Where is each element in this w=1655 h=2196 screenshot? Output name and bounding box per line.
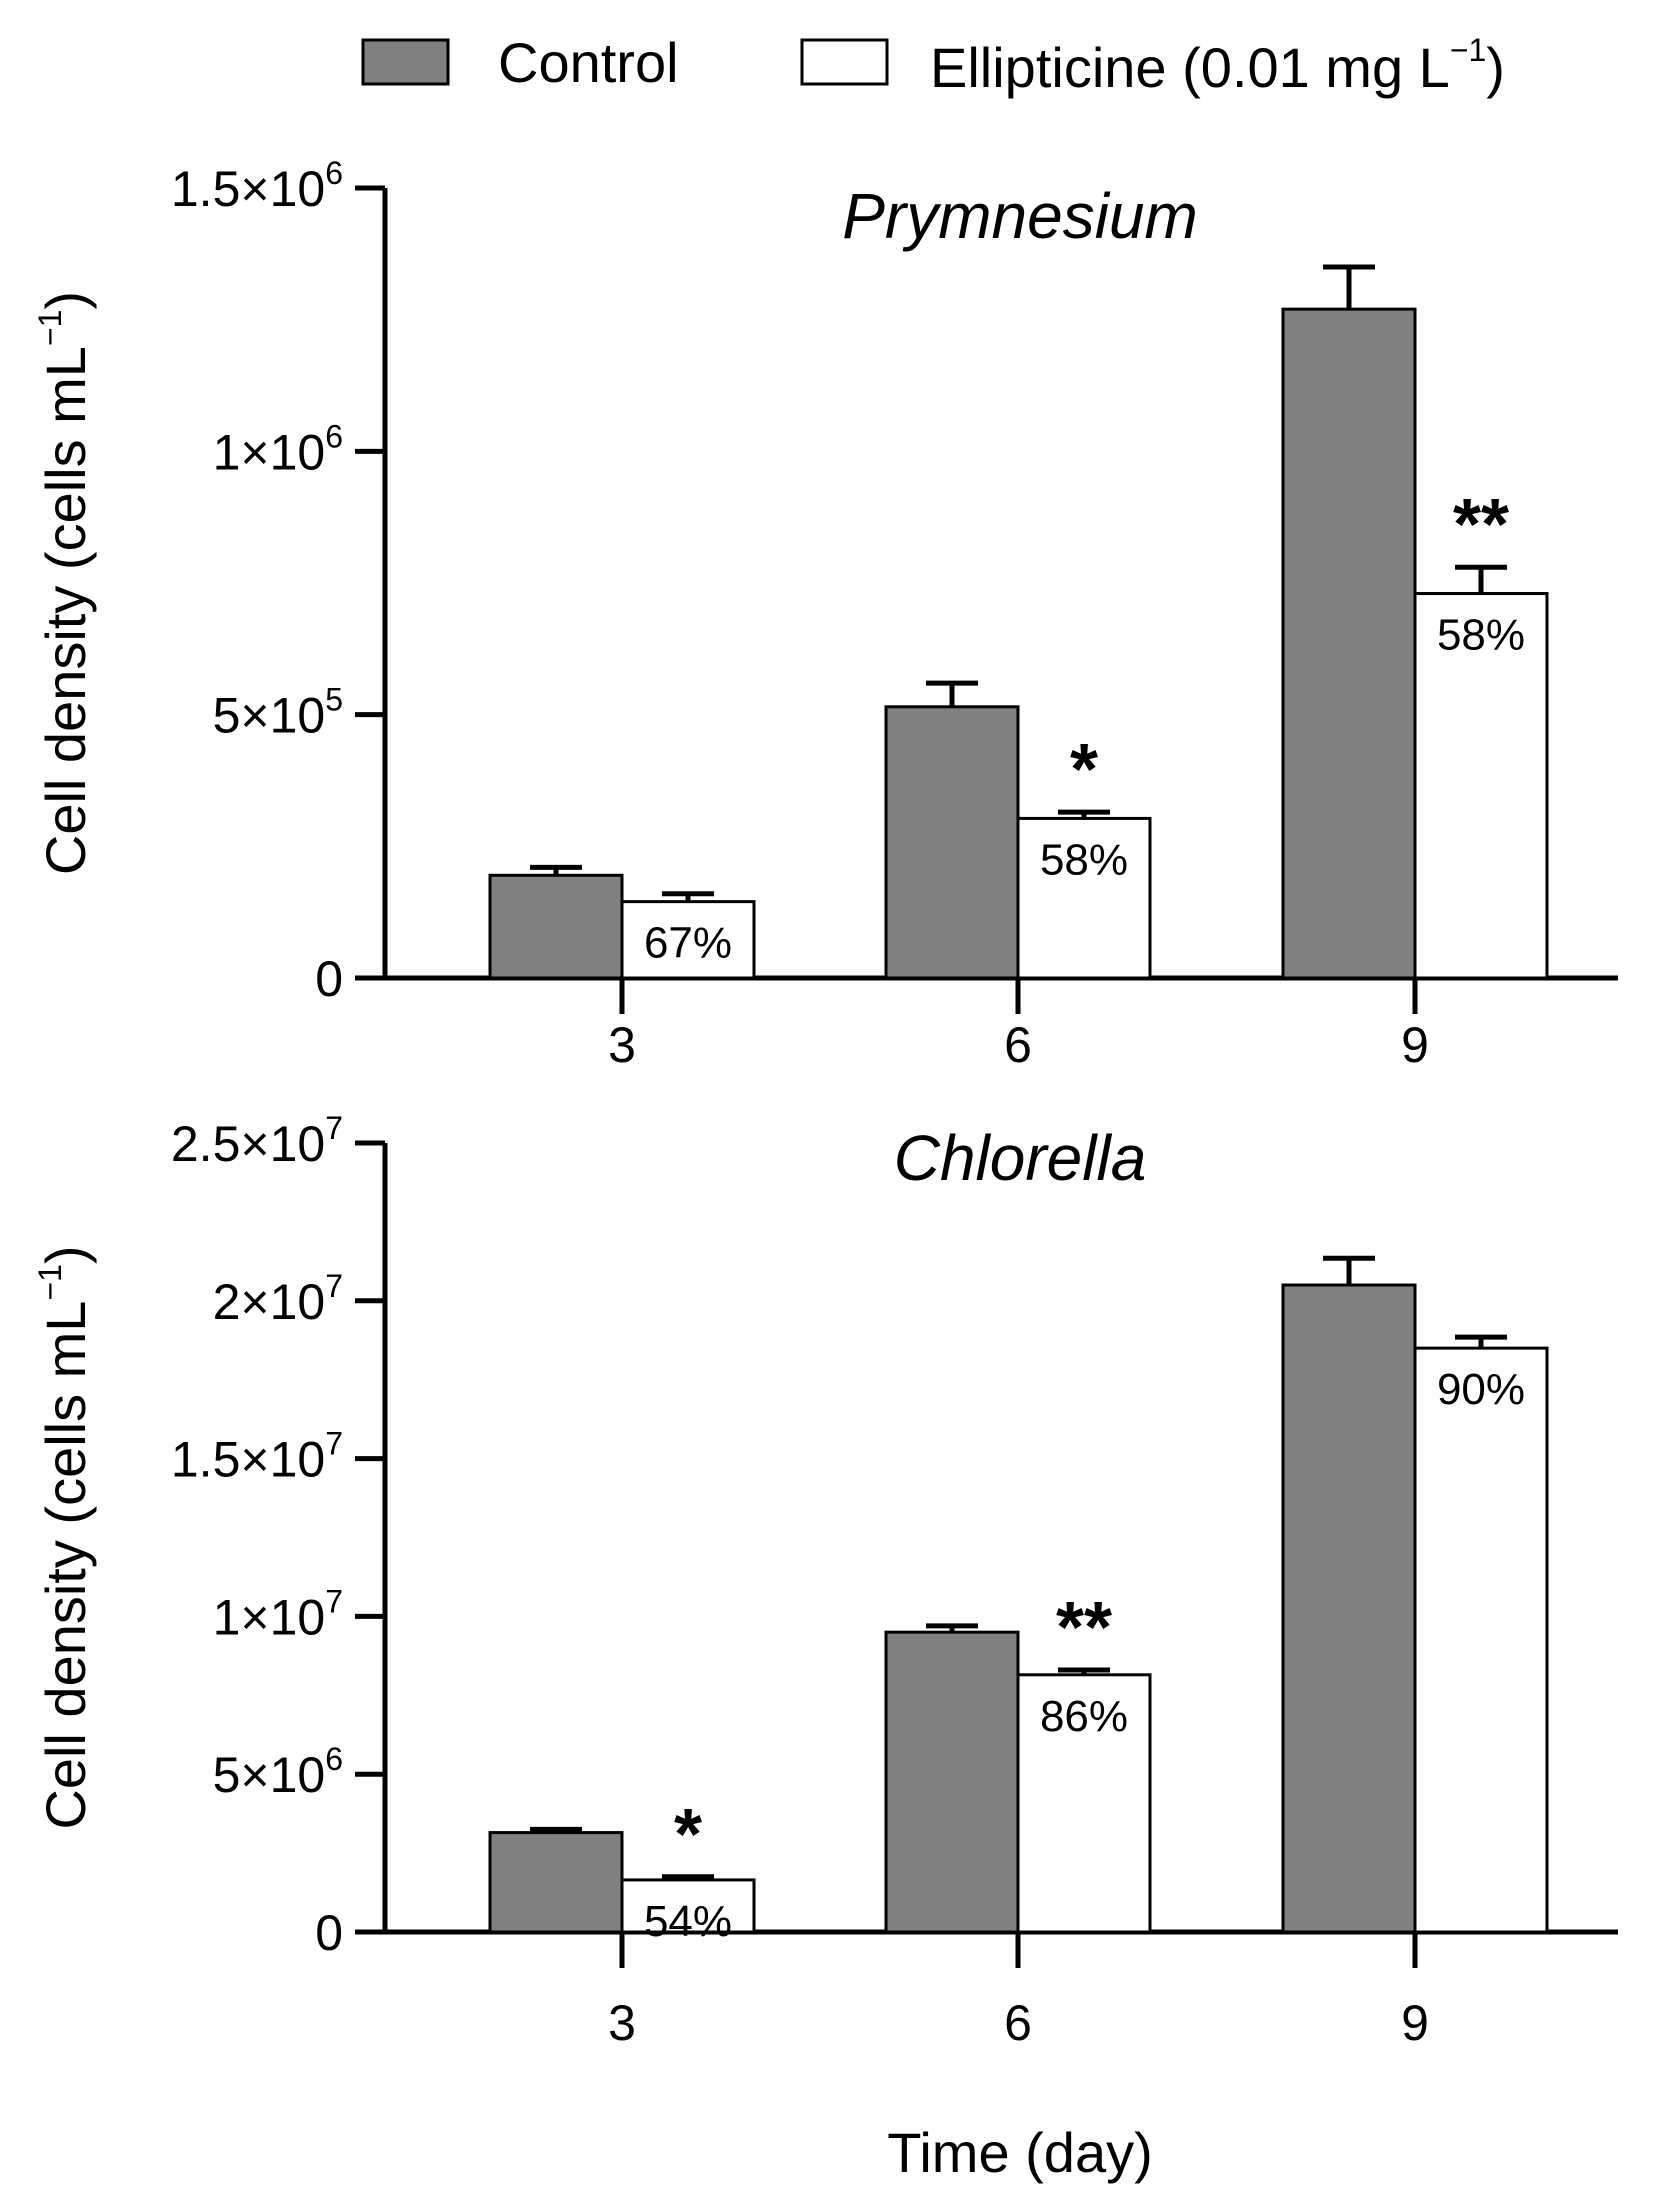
x-tick-label: 6	[1004, 1017, 1032, 1073]
panel-prymnesium: Prymnesium Cell density (cells mL−1) 0 5×10…	[32, 155, 1618, 1073]
legend-label-control: Control	[498, 31, 679, 94]
y-axis-title-end: )	[34, 1245, 97, 1264]
y-tick-label: 0	[315, 1905, 343, 1961]
chart-title: Prymnesium	[842, 180, 1198, 252]
y-tick-label-base: 5×10	[213, 688, 326, 744]
y-tick-label-exp: 7	[325, 1110, 343, 1146]
y-tick-label-exp: 5	[325, 682, 343, 718]
bar-control	[488, 873, 624, 980]
chart-title: Chlorella	[894, 1122, 1147, 1194]
y-tick-label-exp: 7	[325, 1268, 343, 1304]
significance-marker: **	[1056, 1588, 1112, 1668]
y-tick-label-base: 1×10	[213, 424, 326, 480]
y-tick-label: 1×107	[213, 1583, 343, 1645]
y-axis-title-main: Cell density (cells mL	[34, 346, 97, 875]
bar-control	[884, 705, 1020, 980]
bar-treatment	[620, 1878, 756, 1934]
y-tick-label-base: 1.5×10	[171, 1432, 325, 1488]
y-tick-label-exp: 6	[325, 155, 343, 191]
y-axis-title-sup: −1	[32, 310, 68, 346]
x-tick-label: 9	[1401, 1017, 1429, 1073]
x-tick-label: 9	[1401, 1995, 1429, 2051]
bar-treatment	[620, 900, 756, 980]
y-tick-label-base: 5×10	[213, 1747, 326, 1803]
bar-treatment	[1413, 592, 1549, 980]
y-tick-label: 5×106	[213, 1741, 343, 1803]
y-tick-label: 5×105	[213, 682, 343, 744]
y-tick-label: 0	[315, 951, 343, 1007]
y-tick-label-exp: 6	[325, 1741, 343, 1777]
y-tick-label: 2×107	[213, 1268, 343, 1330]
bar-control	[1281, 1283, 1417, 1934]
x-axis-title: Time (day)	[887, 2121, 1153, 2184]
legend-label-treatment: Ellipticine (0.01 mg L−1)	[930, 32, 1505, 99]
y-tick-label-base: 1×10	[213, 1589, 326, 1645]
bar-control	[884, 1630, 1020, 1934]
y-tick-label-base: 1.5×10	[171, 161, 325, 217]
percent-label: 90%	[1437, 1365, 1525, 1414]
x-tick-label: 6	[1004, 1995, 1032, 2051]
legend-treatment-end: )	[1486, 36, 1505, 99]
percent-label: 54%	[644, 1897, 732, 1946]
bar-treatment	[1016, 816, 1152, 980]
legend: Control Ellipticine (0.01 mg L−1)	[361, 31, 1505, 99]
y-tick-label-exp: 7	[325, 1426, 343, 1462]
y-axis-title: Cell density (cells mL−1)	[32, 291, 97, 875]
significance-marker: *	[1070, 730, 1098, 810]
y-axis-title: Cell density (cells mL−1)	[32, 1245, 97, 1829]
y-tick-label-exp: 6	[325, 418, 343, 454]
significance-marker: **	[1453, 485, 1509, 565]
x-tick-label: 3	[608, 1017, 636, 1073]
legend-treatment-main: Ellipticine (0.01 mg L	[930, 36, 1450, 99]
y-tick-label-exp: 7	[325, 1583, 343, 1619]
y-axis-title-sup: −1	[32, 1264, 68, 1300]
y-tick-label-base: 2×10	[213, 1274, 326, 1330]
y-tick-label: 2.5×107	[171, 1110, 343, 1172]
legend-treatment-sup: −1	[1450, 32, 1486, 68]
legend-swatch-control	[361, 38, 450, 86]
bar-treatment	[1016, 1673, 1152, 1934]
percent-label: 67%	[644, 919, 732, 968]
significance-marker: *	[674, 1795, 702, 1875]
y-axis-title-end: )	[34, 291, 97, 310]
y-tick-label: 1.5×107	[171, 1426, 343, 1488]
bar-control	[488, 1831, 624, 1934]
legend-swatch-treatment	[800, 38, 889, 86]
y-tick-label: 1×106	[213, 418, 343, 480]
y-tick-label: 1.5×106	[171, 155, 343, 217]
x-tick-label: 3	[608, 1995, 636, 2051]
y-tick-label-base: 0	[315, 951, 343, 1007]
y-tick-label-base: 2.5×10	[171, 1116, 325, 1172]
percent-label: 58%	[1040, 835, 1128, 884]
percent-label: 58%	[1437, 611, 1525, 660]
bar-treatment	[1413, 1346, 1549, 1934]
bar-control	[1281, 307, 1417, 980]
y-tick-label-base: 0	[315, 1905, 343, 1961]
percent-label: 86%	[1040, 1692, 1128, 1741]
y-axis-title-main: Cell density (cells mL	[34, 1301, 97, 1830]
